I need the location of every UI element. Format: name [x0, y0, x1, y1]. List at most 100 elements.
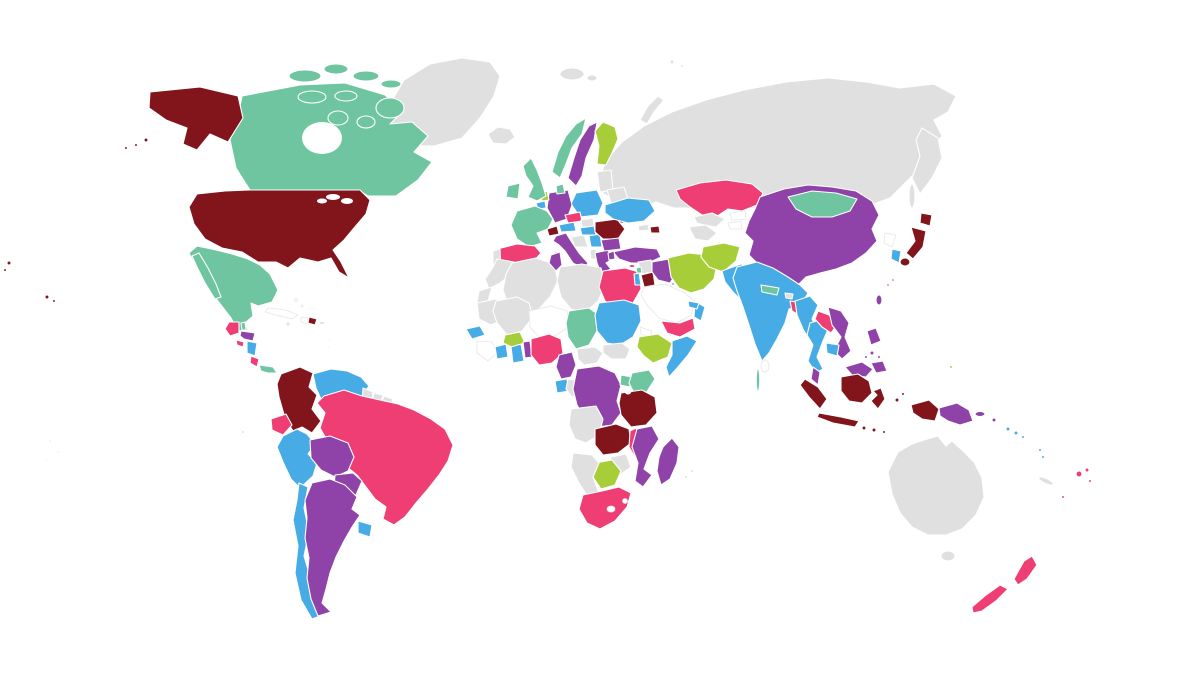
water-great-lake-2 [341, 198, 353, 204]
country-cote-divoire [494, 343, 509, 360]
country-honduras [239, 330, 256, 342]
country-galapagos [240, 429, 246, 435]
country-philippines-mindanao [870, 360, 888, 374]
country-japan-kyushu [899, 257, 911, 267]
country-baltic-states [596, 169, 614, 193]
country-philippines-visayas-2 [876, 354, 882, 360]
country-fiji-1 [1075, 470, 1083, 478]
country-iran [667, 252, 718, 294]
country-malaysia-borneo [844, 361, 874, 378]
country-kamchatka [911, 127, 943, 195]
country-saudi-arabia [640, 283, 696, 324]
country-lesser-antilles-1 [326, 331, 330, 335]
country-switzerland [546, 225, 560, 237]
country-novaya-zemlya [639, 95, 665, 125]
country-guinea-region [476, 340, 498, 362]
country-solomon-3 [1020, 434, 1026, 440]
country-french-polynesia-2 [48, 439, 52, 443]
country-mozambique [631, 425, 660, 488]
country-sudan [594, 299, 642, 346]
country-tanzania [618, 389, 658, 428]
country-indonesia-java [816, 412, 860, 428]
country-mauritius [689, 468, 695, 474]
country-solomon-1 [1005, 426, 1011, 432]
country-taiwan [875, 294, 883, 306]
country-niger [528, 305, 570, 338]
country-nigeria [530, 333, 564, 366]
country-uzbekistan [693, 212, 726, 228]
country-canada-arctic-5 [297, 90, 327, 104]
country-canada-arctic-8 [327, 110, 349, 126]
country-cuba [264, 307, 299, 320]
country-bahamas-1 [294, 298, 298, 302]
country-belize [240, 321, 247, 331]
country-french-polynesia-1 [38, 430, 42, 434]
country-nepal [760, 284, 780, 296]
country-dominican-republic [307, 316, 318, 326]
country-canada-arctic-3 [352, 70, 380, 82]
water-hudson-bay [302, 122, 342, 154]
country-svalbard [559, 67, 585, 81]
water-great-lake-1 [326, 194, 340, 200]
country-central-african-republic [576, 346, 604, 366]
country-australia [887, 435, 985, 536]
country-uae [687, 300, 700, 310]
country-ecuador [270, 413, 293, 436]
country-israel [633, 272, 642, 286]
country-canada-arctic-7 [356, 115, 376, 129]
country-alaska-usa [148, 86, 244, 151]
country-ukraine [604, 197, 656, 224]
country-lesser-antilles-3 [327, 345, 331, 349]
country-indonesia-lesser-sunda-2 [871, 427, 877, 433]
country-hawaii-1 [44, 294, 50, 300]
country-malaysia-peninsula [810, 366, 821, 386]
country-zambia [594, 423, 632, 456]
country-french-polynesia-4 [44, 458, 48, 462]
country-japan-honshu [905, 226, 927, 260]
country-kuwait [670, 281, 676, 287]
country-lebanon [635, 266, 643, 274]
country-france [510, 205, 554, 248]
country-indonesia-sumatra [799, 378, 828, 410]
country-united-states [188, 189, 371, 279]
country-austria [558, 221, 577, 233]
country-libya [556, 263, 606, 314]
country-baffin-island [375, 97, 405, 119]
country-canada-arctic-4 [380, 79, 402, 89]
country-russia [597, 77, 957, 211]
country-japan-okinawa-2 [886, 283, 890, 287]
country-philippines-visayas-1 [869, 350, 875, 356]
country-aleutians-3 [123, 145, 129, 151]
country-japan-okinawa-1 [891, 278, 895, 282]
country-philippines-luzon [866, 327, 882, 346]
country-lesser-antilles-2 [328, 338, 332, 342]
water-lake-victoria [624, 387, 632, 395]
country-panama [258, 364, 278, 374]
country-franz-josef-2 [679, 63, 685, 69]
country-tonga [1060, 494, 1066, 500]
country-bahamas-2 [300, 304, 304, 308]
country-french-polynesia-3 [56, 450, 60, 454]
country-azerbaijan [649, 225, 661, 234]
country-mali [492, 296, 534, 336]
country-new-britain [974, 410, 986, 418]
country-south-korea [890, 248, 902, 264]
country-ethiopia [636, 333, 673, 364]
country-nicaragua [246, 340, 258, 357]
country-bhutan [784, 292, 794, 300]
country-aleutians-1 [143, 137, 149, 143]
country-haiti [300, 316, 309, 325]
country-indonesia-lesser-sunda-3 [881, 429, 887, 435]
country-serbia [588, 233, 603, 248]
country-laos [814, 310, 838, 334]
country-mongolia [787, 190, 858, 218]
country-hungary [579, 225, 597, 236]
water-black-sea [624, 233, 644, 245]
country-bolivia [309, 435, 355, 478]
country-canada-arctic-2 [323, 63, 349, 75]
country-new-caledonia [1038, 476, 1054, 486]
country-lesotho [606, 505, 616, 513]
water-great-lake-3 [317, 198, 327, 204]
water-baltic-sea [586, 158, 598, 182]
